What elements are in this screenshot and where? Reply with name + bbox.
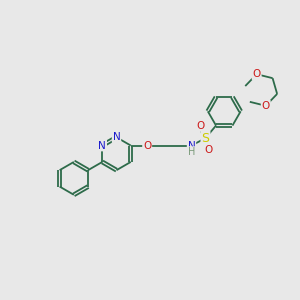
Text: N: N: [98, 140, 106, 151]
Text: O: O: [262, 101, 270, 111]
Text: S: S: [202, 132, 209, 145]
Text: N: N: [112, 132, 120, 142]
Text: O: O: [253, 69, 261, 79]
Text: H: H: [188, 147, 195, 157]
Text: O: O: [204, 146, 213, 155]
Text: O: O: [143, 140, 151, 151]
Text: O: O: [196, 121, 204, 131]
Text: N: N: [188, 140, 195, 151]
